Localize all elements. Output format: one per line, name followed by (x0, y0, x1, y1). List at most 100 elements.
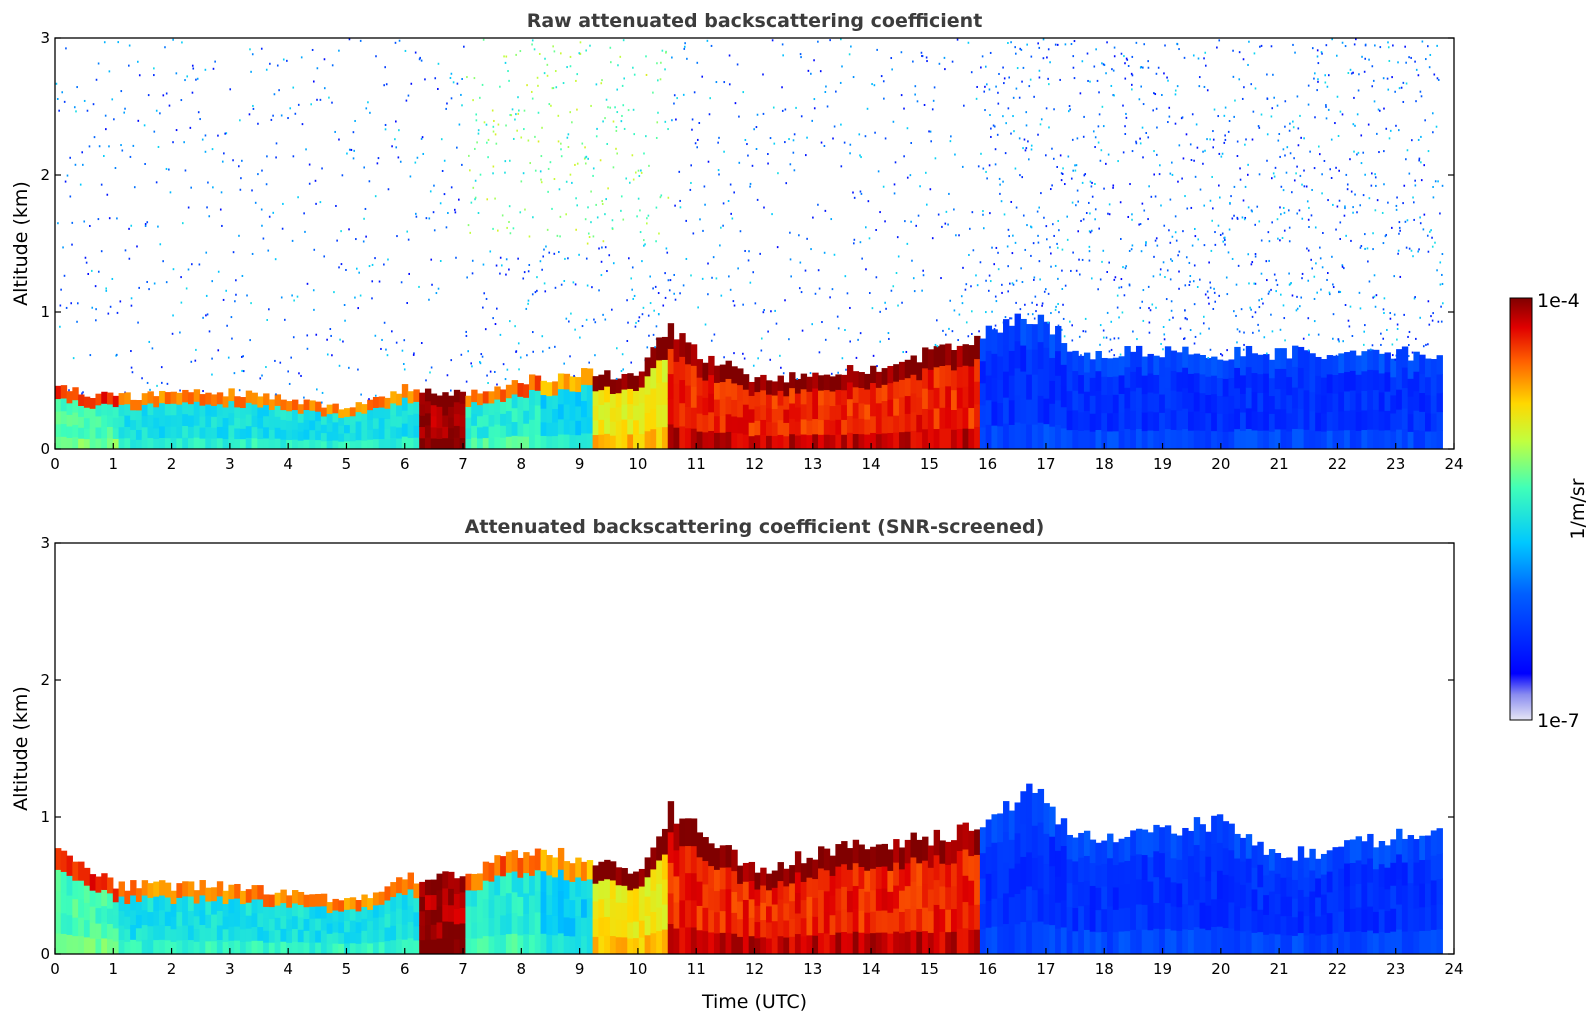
heatmap-cell (621, 433, 628, 449)
noise-speck (1353, 43, 1356, 46)
heatmap-cell (974, 335, 981, 360)
noise-speck (1313, 297, 1316, 300)
heatmap-cell (812, 916, 819, 936)
heatmap-cell (679, 379, 686, 404)
noise-speck (1076, 189, 1079, 192)
noise-speck (654, 285, 657, 288)
heatmap-cell (534, 911, 542, 934)
noise-speck (1090, 185, 1093, 188)
x-tick-label: 22 (1328, 960, 1347, 978)
heatmap-cell (1008, 350, 1016, 376)
heatmap-cell (367, 920, 374, 933)
heatmap-cell (1332, 868, 1339, 891)
heatmap-cell (846, 869, 854, 892)
heatmap-cell (1043, 372, 1050, 399)
noise-speck (634, 325, 637, 328)
heatmap-cell (534, 419, 542, 435)
heatmap-cell (696, 431, 704, 449)
noise-speck (576, 108, 578, 111)
noise-speck (487, 382, 489, 385)
noise-speck (841, 65, 843, 68)
heatmap-cell (1315, 896, 1322, 917)
heatmap-cell (661, 878, 669, 905)
noise-speck (788, 338, 790, 341)
heatmap-cell (1228, 413, 1235, 432)
noise-speck (1283, 229, 1286, 232)
noise-speck (1140, 85, 1143, 88)
heatmap-cell (650, 347, 657, 369)
noise-speck (772, 106, 775, 109)
heatmap-cell (182, 910, 189, 926)
noise-speck (1182, 157, 1185, 160)
heatmap-cell (361, 413, 368, 423)
heatmap-cell (979, 338, 987, 362)
noise-speck (1035, 310, 1037, 313)
noise-speck (363, 217, 365, 220)
heatmap-cell (424, 412, 432, 426)
heatmap-cell (904, 908, 912, 932)
heatmap-cell (1003, 923, 1010, 954)
heatmap-cell (101, 426, 108, 439)
noise-speck (1087, 79, 1089, 82)
heatmap-cell (713, 890, 721, 913)
noise-speck (777, 172, 779, 175)
noise-speck (467, 224, 470, 227)
heatmap-cell (1378, 410, 1386, 431)
noise-speck (1407, 355, 1410, 358)
heatmap-cell (841, 374, 848, 391)
heatmap-cell (1309, 429, 1316, 449)
heatmap-cell (1107, 905, 1114, 931)
heatmap-cell (1268, 395, 1276, 414)
noise-speck (522, 277, 525, 280)
heatmap-cell (1164, 902, 1172, 929)
noise-speck (1099, 159, 1102, 162)
heatmap-cell (870, 365, 877, 384)
noise-speck (1061, 287, 1064, 290)
noise-speck (1206, 290, 1209, 293)
heatmap-cell (650, 868, 657, 891)
noise-speck (1008, 235, 1010, 238)
noise-speck (1064, 43, 1067, 46)
heatmap-cell (1187, 904, 1195, 930)
noise-speck (1120, 52, 1123, 55)
heatmap-cell (875, 402, 883, 419)
noise-speck (1176, 85, 1179, 88)
heatmap-cell (581, 384, 588, 402)
xlabel-time: Time (UTC) (701, 991, 807, 1013)
heatmap-cell (164, 939, 172, 954)
heatmap-cell (760, 867, 767, 886)
heatmap-cell (1228, 395, 1235, 414)
heatmap-cell (1349, 389, 1357, 411)
noise-speck (416, 156, 419, 159)
noise-speck (604, 117, 606, 120)
heatmap-cell (234, 406, 241, 418)
noise-speck (412, 353, 415, 356)
noise-speck (1405, 82, 1408, 85)
heatmap-cell (1043, 833, 1050, 865)
noise-speck (383, 84, 385, 87)
heatmap-cell (482, 391, 490, 404)
heatmap-cell (1257, 886, 1264, 910)
heatmap-cell (78, 898, 85, 918)
noise-speck (1002, 180, 1004, 183)
heatmap-cell (1008, 810, 1016, 840)
noise-speck (1382, 337, 1385, 340)
noise-speck (1169, 241, 1172, 244)
noise-speck (1413, 201, 1415, 204)
noise-speck (1327, 108, 1330, 111)
noise-speck (124, 107, 126, 110)
noise-speck (130, 297, 133, 300)
noise-speck (330, 334, 332, 337)
noise-speck (1307, 84, 1310, 87)
noise-speck (1316, 49, 1319, 52)
heatmap-cell (1436, 430, 1443, 449)
heatmap-cell (1268, 849, 1276, 871)
heatmap-cell (916, 379, 923, 398)
noise-speck (455, 256, 457, 259)
heatmap-cell (193, 425, 201, 438)
noise-speck (537, 111, 540, 114)
heatmap-cell (164, 911, 172, 927)
noise-speck (1386, 77, 1389, 80)
noise-speck (250, 70, 252, 73)
heatmap-cell (1107, 412, 1114, 432)
